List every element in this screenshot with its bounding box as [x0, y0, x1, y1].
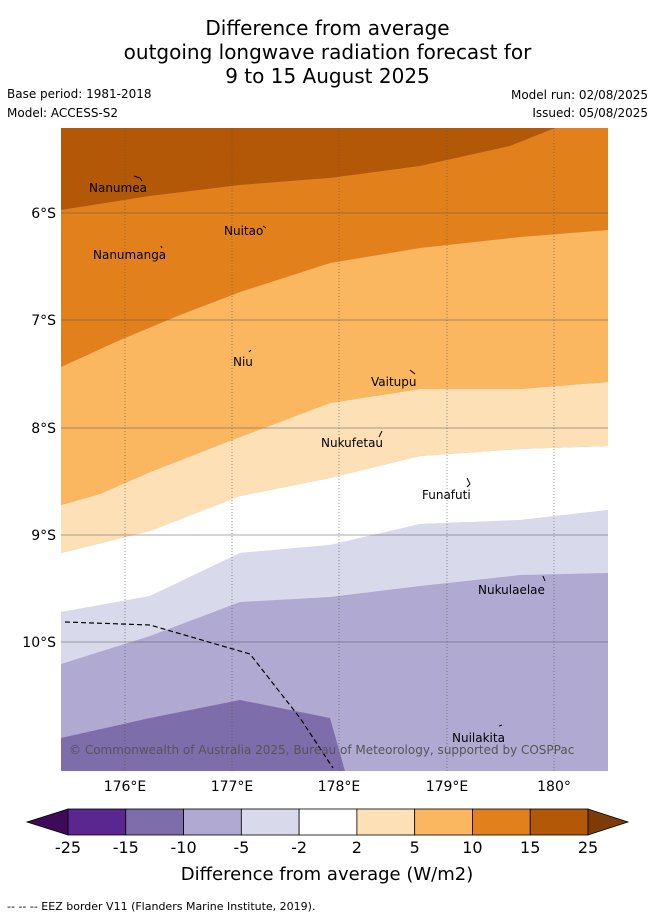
lat-tick-labels: 6°S 7°S 8°S 9°S 10°S: [22, 206, 56, 651]
place-label-nuitao: Nuitao: [224, 224, 263, 238]
lon-tick-179: 179°E: [426, 779, 469, 795]
colorbar-tick-label: -10: [170, 838, 196, 857]
eez-border: [64, 621, 334, 769]
lat-tick-8: 8°S: [31, 421, 56, 437]
band-10-15: [61, 128, 608, 367]
colorbar-segment: [472, 808, 531, 836]
footer-eez-note: -- -- -- EEZ border V11 (Flanders Marine…: [7, 900, 316, 913]
lat-tick-7: 7°S: [31, 313, 56, 329]
lon-tick-176: 176°E: [104, 779, 147, 795]
band-2-5: [61, 382, 608, 553]
colorbar-tick-label: -2: [291, 838, 307, 857]
colorbar-segment: [183, 808, 242, 836]
colorbar-title: Difference from average (W/m2): [181, 864, 473, 885]
lat-tick-6: 6°S: [31, 206, 56, 222]
band-minus5-minus2: [61, 510, 608, 664]
band-5-10: [61, 230, 608, 505]
colorbar-tick-label: 2: [352, 838, 362, 857]
band-minus2-2: [61, 446, 608, 612]
place-label-nukulaelae: Nukulaelae: [478, 583, 545, 597]
island-nukulaelae: [542, 575, 546, 582]
colorbar-tick-label: -15: [113, 838, 139, 857]
place-label-nukufetau: Nukufetau: [321, 436, 383, 450]
colorbar-tick-label: -25: [55, 838, 81, 857]
place-label-niu: Niu: [233, 355, 253, 369]
band-minus15-minus10: [61, 700, 345, 771]
band-15-25: [61, 128, 555, 210]
colorbar-segment: [529, 808, 589, 836]
island-vaitupu: [409, 369, 416, 375]
title-line-2: outgoing longwave radiation forecast for: [123, 40, 532, 64]
lon-tick-labels: 176°E 177°E 178°E 179°E 180°: [104, 779, 571, 795]
place-label-vaitupu: Vaitupu: [371, 375, 417, 389]
colorbar-tick-label: -5: [233, 838, 249, 857]
colorbar-segment: [356, 808, 416, 836]
colorbar-tick-label: 10: [462, 838, 482, 857]
island-funafuti: [466, 477, 471, 488]
chart-title: Difference from average outgoing longwav…: [0, 16, 655, 88]
place-label-nuilakita: Nuilakita: [452, 731, 505, 745]
model-run: Model run: 02/08/2025: [510, 88, 648, 102]
island-markers: [133, 175, 546, 727]
model-name: Model: ACCESS-S2: [7, 106, 119, 120]
map-plot-area: [61, 128, 608, 771]
colorbar-segment: [125, 808, 184, 836]
colorbar-segment: [414, 808, 473, 836]
lat-tick-9: 9°S: [31, 528, 56, 544]
colorbar: [25, 808, 630, 836]
island-nukufetau: [378, 430, 383, 438]
colorbar-extend-high: [587, 808, 630, 836]
place-labels: Nanumea Nuitao Nanumanga Niu Vaitupu Nuk…: [89, 181, 545, 745]
colorbar-segment: [240, 808, 300, 836]
issued-date: Issued: 05/08/2025: [532, 106, 648, 120]
colorbar-segment: [298, 808, 358, 836]
colorbar-segment: [67, 808, 127, 836]
title-line-1: Difference from average: [205, 16, 450, 40]
place-label-nanumanga: Nanumanga: [93, 248, 166, 262]
colorbar-tick-label: 15: [520, 838, 540, 857]
island-nuitao: [262, 225, 267, 229]
colorbar-extend-low: [25, 808, 69, 836]
lon-tick-177: 177°E: [211, 779, 254, 795]
island-nanumanga: [160, 245, 163, 249]
colorbar-tick-label: 25: [578, 838, 598, 857]
colorbar-tick-labels: -25 -15 -10 -5 -2 2 5 10 15 25: [55, 838, 598, 857]
lat-tick-10: 10°S: [22, 635, 56, 651]
place-label-funafuti: Funafuti: [422, 488, 471, 502]
title-line-3: 9 to 15 August 2025: [225, 64, 430, 88]
island-nanumea: [133, 175, 143, 182]
island-nuilakita: [498, 724, 503, 727]
gridlines: [61, 128, 608, 771]
colorbar-tick-label: 5: [410, 838, 420, 857]
place-label-nanumea: Nanumea: [89, 181, 147, 195]
copyright-notice: © Commonwealth of Australia 2025, Bureau…: [69, 743, 574, 757]
lon-tick-180: 180°: [537, 779, 571, 795]
base-period: Base period: 1981-2018: [7, 87, 152, 101]
lon-tick-178: 178°E: [318, 779, 361, 795]
island-niu: [248, 349, 252, 353]
